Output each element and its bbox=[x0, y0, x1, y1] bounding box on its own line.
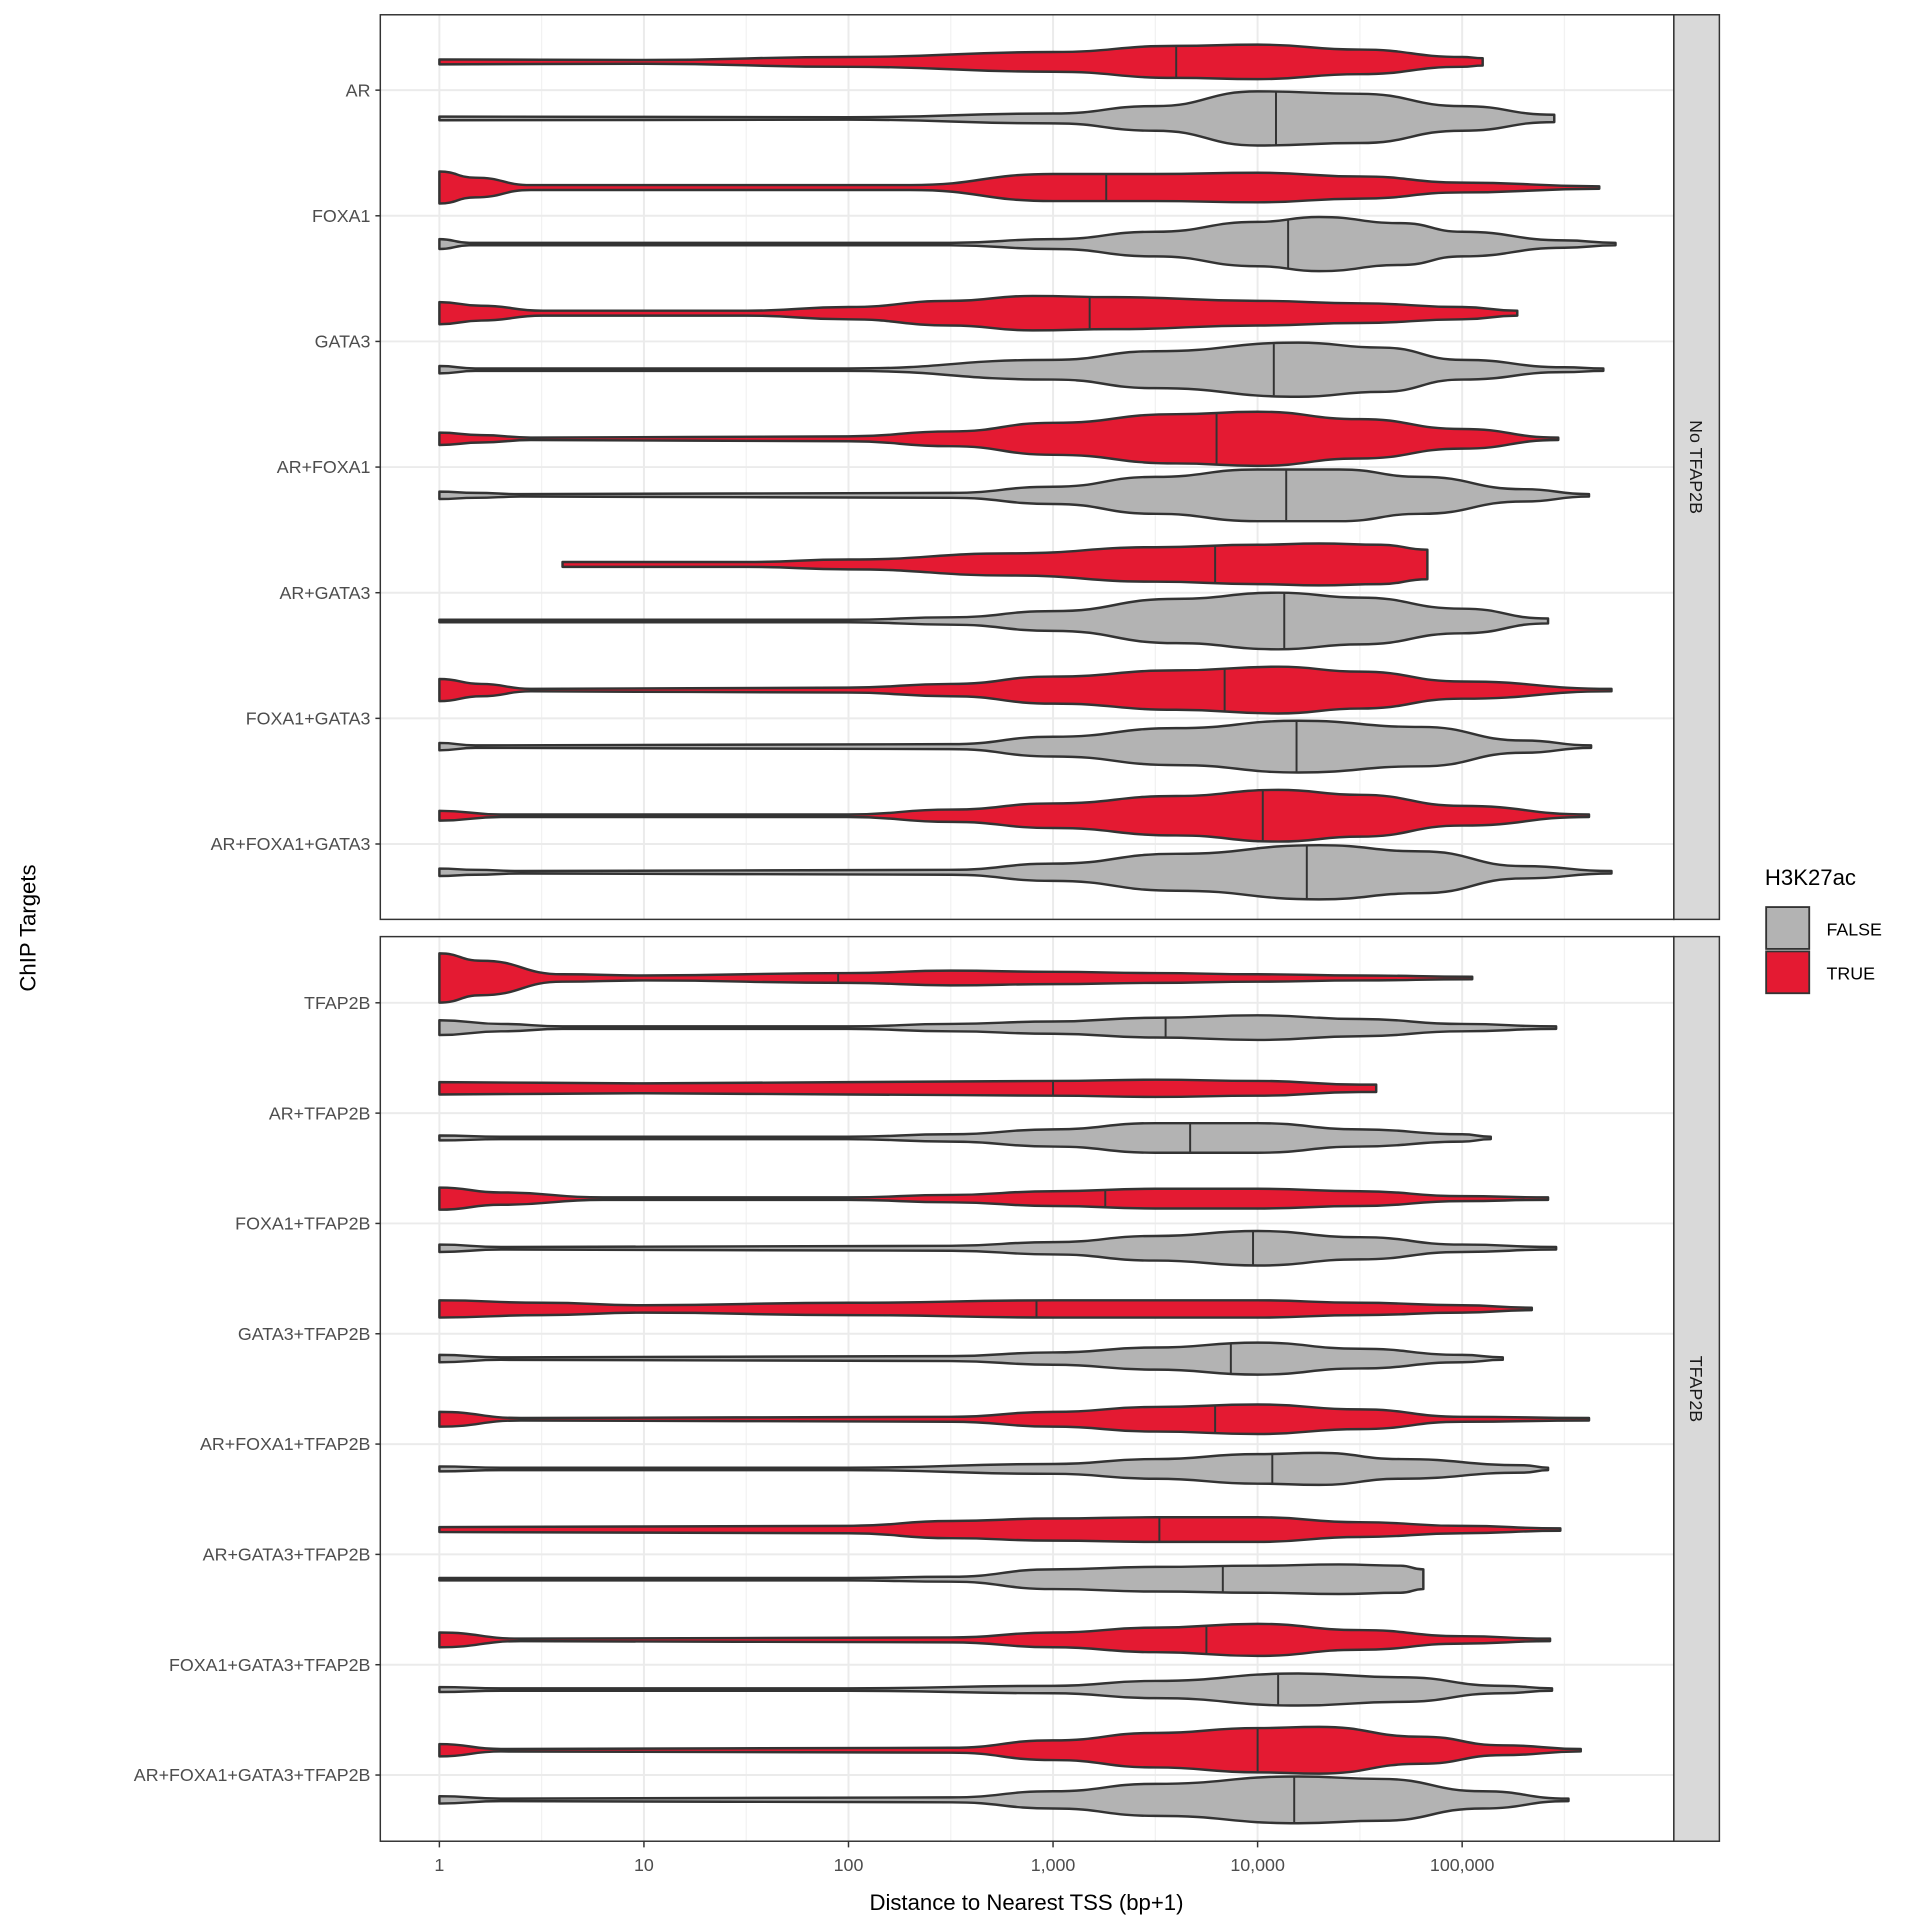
legend-title: H3K27ac bbox=[1765, 865, 1856, 890]
violin-tfap2b-true bbox=[438, 952, 1474, 1004]
violin-tfap2b-false bbox=[438, 1014, 1558, 1042]
y-tick-label: AR+FOXA1+GATA3 bbox=[211, 834, 371, 854]
violin-ar-foxa1-false bbox=[438, 468, 1591, 523]
violin-ar-foxa1-gata3-true bbox=[438, 788, 1591, 843]
x-tick-label: 1,000 bbox=[1031, 1855, 1076, 1875]
panel-1: TFAP2B AR+TFAP2B FOXA1+TFAP2B GATA3+TFAP2B A… bbox=[134, 935, 1721, 1842]
violin-ar-foxa1-tfap2b-false bbox=[438, 1451, 1550, 1487]
violin-ar-tfap2b-true bbox=[438, 1078, 1378, 1099]
violin-foxa1-tfap2b-true bbox=[438, 1186, 1550, 1211]
x-tick-label: 100 bbox=[834, 1855, 864, 1875]
y-tick-label: FOXA1 bbox=[312, 206, 371, 226]
violin-foxa1-true bbox=[438, 170, 1601, 205]
violin-ar-foxa1-tfap2b-true bbox=[438, 1403, 1591, 1436]
y-tick-label: TFAP2B bbox=[304, 993, 370, 1013]
violin-gata3-tfap2b-true bbox=[438, 1299, 1534, 1319]
violin-foxa1-gata3-tfap2b-true bbox=[438, 1622, 1552, 1658]
violin-ar-gata3-true bbox=[561, 542, 1429, 587]
violin-ar-true bbox=[438, 43, 1484, 81]
y-tick-label: GATA3 bbox=[315, 332, 371, 352]
facet-strip-label: No TFAP2B bbox=[1686, 420, 1706, 514]
legend-key-false bbox=[1765, 906, 1811, 950]
panel-0: AR FOXA1 GATA3 AR+FOXA1 AR+GATA3 FOXA1+GATA3 A… bbox=[211, 14, 1721, 921]
x-axis-title: Distance to Nearest TSS (bp+1) bbox=[869, 1890, 1183, 1915]
violin-ar-gata3-tfap2b-true bbox=[438, 1516, 1562, 1544]
legend: H3K27ac FALSE TRUE bbox=[1765, 865, 1882, 995]
facet-strip bbox=[1673, 14, 1721, 921]
legend-label-true: TRUE bbox=[1826, 964, 1875, 984]
violin-foxa1-gata3-false bbox=[438, 719, 1593, 774]
violin-foxa1-false bbox=[438, 215, 1617, 273]
x-tick-label: 100,000 bbox=[1430, 1855, 1495, 1875]
y-tick-label: AR+GATA3+TFAP2B bbox=[203, 1545, 371, 1565]
y-tick-label: FOXA1+GATA3+TFAP2B bbox=[169, 1655, 370, 1675]
violin-ar-foxa1-gata3-false bbox=[438, 843, 1613, 901]
violin-foxa1-gata3-tfap2b-false bbox=[438, 1672, 1554, 1707]
y-tick-label: AR+TFAP2B bbox=[269, 1103, 371, 1123]
x-tick-label: 1 bbox=[434, 1855, 444, 1875]
y-tick-label: AR+FOXA1+GATA3+TFAP2B bbox=[134, 1765, 371, 1785]
violin-gata3-false bbox=[438, 341, 1605, 399]
y-axis-title: ChIP Targets bbox=[16, 864, 41, 991]
violin-ar-tfap2b-false bbox=[438, 1121, 1493, 1154]
violin-ar-gata3-tfap2b-false bbox=[438, 1563, 1425, 1596]
y-tick-label: AR+GATA3 bbox=[279, 583, 370, 603]
violin-gata3-true bbox=[438, 294, 1519, 332]
violin-ar-foxa1-gata3-tfap2b-false bbox=[438, 1775, 1570, 1825]
y-tick-label: AR+FOXA1 bbox=[277, 457, 371, 477]
violin-ar-foxa1-gata3-tfap2b-true bbox=[438, 1725, 1582, 1775]
panel-background bbox=[380, 936, 1674, 1842]
legend-label-false: FALSE bbox=[1826, 919, 1882, 939]
x-tick-label: 10 bbox=[634, 1855, 654, 1875]
legend-key-true bbox=[1765, 950, 1811, 995]
facet-strip bbox=[1673, 935, 1721, 1842]
y-tick-label: FOXA1+GATA3 bbox=[246, 709, 371, 729]
y-tick-label: FOXA1+TFAP2B bbox=[235, 1214, 370, 1234]
violin-foxa1-gata3-true bbox=[438, 665, 1613, 715]
facet-strip-label: TFAP2B bbox=[1686, 1356, 1706, 1422]
x-tick-label: 10,000 bbox=[1230, 1855, 1285, 1875]
y-tick-label: AR bbox=[346, 80, 371, 100]
violin-ar-gata3-false bbox=[438, 591, 1550, 651]
violin-foxa1-tfap2b-false bbox=[438, 1229, 1558, 1267]
y-tick-label: AR+FOXA1+TFAP2B bbox=[200, 1434, 370, 1454]
violin-ar-foxa1-true bbox=[438, 410, 1560, 468]
violin-gata3-tfap2b-false bbox=[438, 1341, 1505, 1376]
y-tick-label: GATA3+TFAP2B bbox=[238, 1324, 371, 1344]
